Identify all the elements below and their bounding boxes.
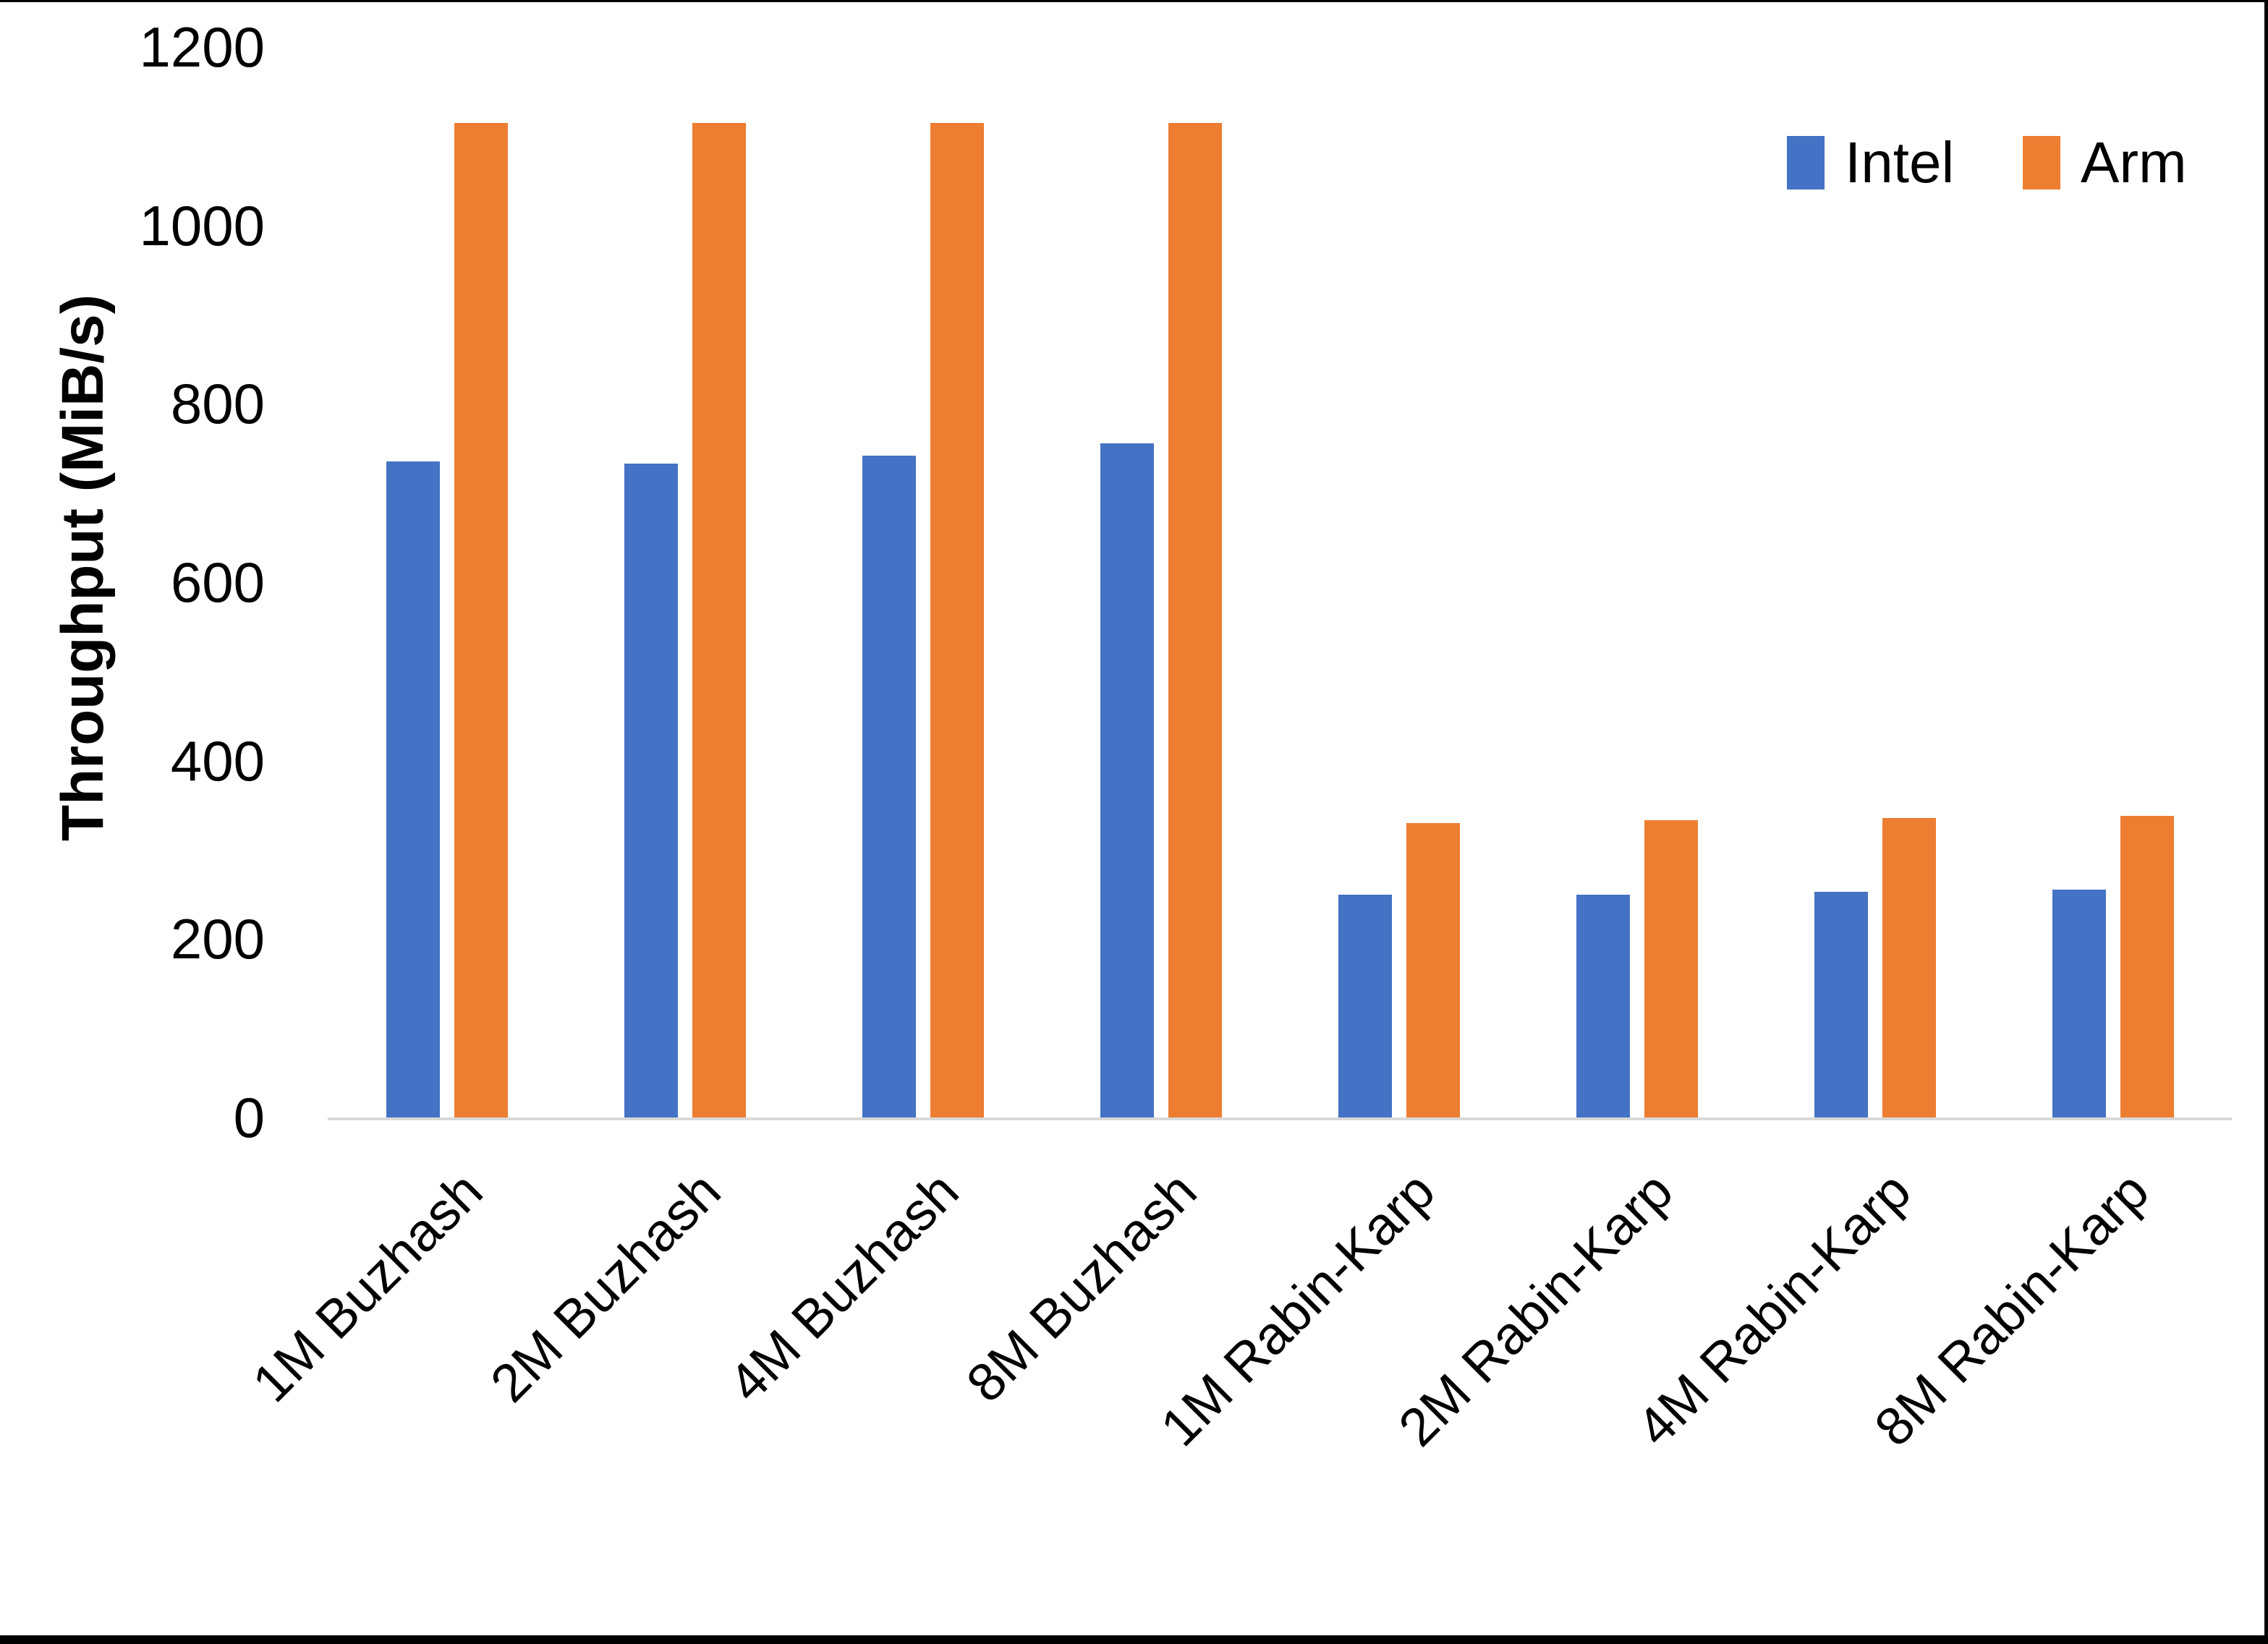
arm-legend-label: Arm <box>2081 130 2187 195</box>
bar-arm-8m-rabin-karp <box>2120 816 2174 1117</box>
arm-legend-swatch <box>2023 136 2060 189</box>
bar-arm-2m-buzhash <box>692 123 746 1117</box>
legend-item-arm: Arm <box>2023 134 2187 192</box>
x-axis-line <box>328 1117 2232 1120</box>
bar-arm-2m-rabin-karp <box>1644 820 1698 1117</box>
y-tick-label-200: 200 <box>170 907 265 971</box>
bar-arm-1m-rabin-karp <box>1406 823 1460 1117</box>
y-tick-label-1200: 1200 <box>139 15 265 79</box>
bar-intel-8m-rabin-karp <box>2052 890 2106 1117</box>
bar-arm-4m-buzhash <box>930 123 984 1117</box>
y-tick-label-1000: 1000 <box>139 194 265 257</box>
frame-border-bottom <box>0 1635 2268 1644</box>
category-label-2m-buzhash: 2M Buzhash <box>479 1160 732 1414</box>
plot-area <box>328 47 2232 1117</box>
y-tick-label-0: 0 <box>233 1086 265 1149</box>
y-tick-label-400: 400 <box>170 729 265 793</box>
category-label-4m-buzhash: 4M Buzhash <box>717 1160 970 1414</box>
category-label-1m-buzhash: 1M Buzhash <box>241 1160 494 1414</box>
legend-item-intel: Intel <box>1787 134 1954 192</box>
bar-intel-1m-buzhash <box>386 461 440 1117</box>
bar-arm-4m-rabin-karp <box>1882 818 1936 1117</box>
y-tick-label-600: 600 <box>170 550 265 614</box>
intel-legend-label: Intel <box>1845 130 1955 195</box>
bar-arm-1m-buzhash <box>454 123 508 1117</box>
bar-intel-2m-rabin-karp <box>1576 895 1630 1117</box>
bar-intel-1m-rabin-karp <box>1338 895 1392 1117</box>
y-tick-label-800: 800 <box>170 372 265 435</box>
category-label-8m-buzhash: 8M Buzhash <box>955 1160 1208 1414</box>
bar-intel-2m-buzhash <box>624 464 678 1117</box>
intel-legend-swatch <box>1787 136 1825 189</box>
bar-arm-8m-buzhash <box>1168 123 1222 1117</box>
bar-intel-4m-buzhash <box>862 456 916 1117</box>
y-axis-title: Throughput (MiB/s) <box>50 294 116 842</box>
frame-border-right <box>2264 0 2268 1644</box>
frame-border-top <box>0 0 2268 2</box>
bar-intel-8m-buzhash <box>1100 443 1154 1117</box>
bar-intel-4m-rabin-karp <box>1814 892 1868 1117</box>
